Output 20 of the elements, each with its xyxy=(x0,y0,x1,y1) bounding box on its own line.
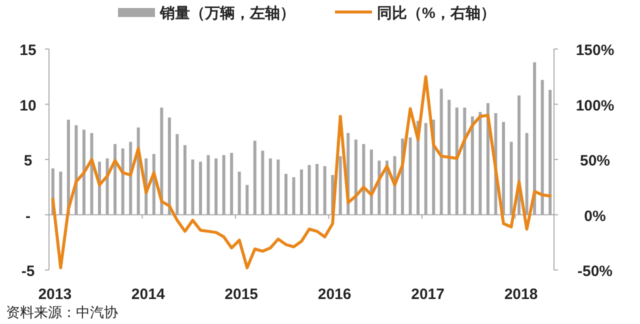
y-tick-label: 5 xyxy=(24,152,32,170)
legend-label: 同比（%，右轴） xyxy=(377,5,496,22)
legend-label: 销量（万辆，左轴） xyxy=(159,5,295,22)
y-tick-label: 10 xyxy=(20,97,36,114)
y2-tick-label: 100% xyxy=(576,97,614,114)
y-tick-label: - xyxy=(26,208,30,225)
line-series xyxy=(51,75,552,270)
x-tick-label: 2013 xyxy=(38,286,72,303)
x-tick-label: 2015 xyxy=(224,286,258,303)
x-tick-label: 2014 xyxy=(131,286,166,303)
y2-tick-label: 50% xyxy=(580,152,610,170)
x-tick-label: 2017 xyxy=(411,286,444,303)
y-tick-label: 15 xyxy=(20,42,36,59)
text: 资料来源：中汽协 xyxy=(6,304,118,320)
y-tick-label: -5 xyxy=(21,263,35,280)
x-tick-label: 2016 xyxy=(318,286,352,303)
x-tick-label: 2018 xyxy=(504,286,538,303)
y2-tick-label: -50% xyxy=(577,263,613,280)
y2-tick-label: 150% xyxy=(576,42,614,59)
y2-tick-label: 0% xyxy=(584,208,606,225)
